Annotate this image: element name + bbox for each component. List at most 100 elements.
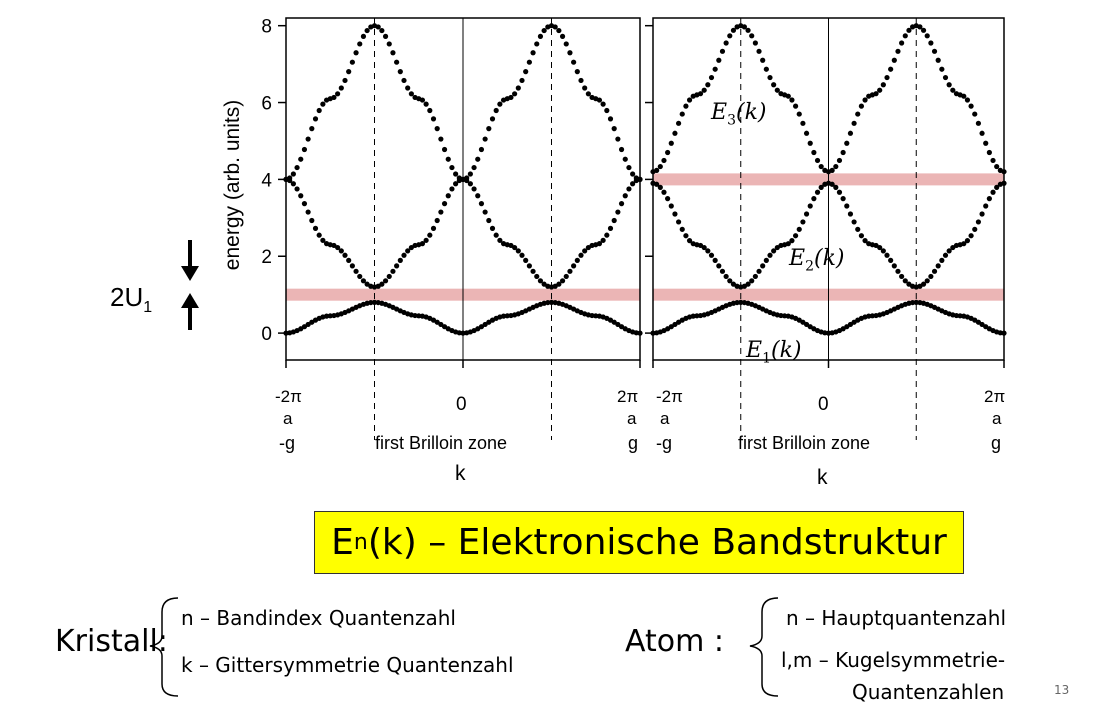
band-2-point xyxy=(530,268,536,274)
band-2-point xyxy=(675,219,682,225)
band-2-point xyxy=(975,219,982,225)
band-3-point xyxy=(891,57,897,63)
band-3-point xyxy=(906,27,912,33)
band-2-point xyxy=(990,189,996,195)
band-2-point xyxy=(972,226,978,232)
band-3-point xyxy=(493,107,499,114)
band-2-point xyxy=(386,273,392,280)
band-3-point xyxy=(1001,169,1007,175)
band-3-point xyxy=(571,59,577,65)
band-2-point xyxy=(305,209,311,215)
band-3-point xyxy=(727,33,733,39)
left-xtick-neg-top: -2π xyxy=(275,387,302,406)
band-3-point xyxy=(298,156,304,162)
right-xlabel: k xyxy=(817,466,828,489)
band-2-point xyxy=(760,263,766,269)
band-2-point xyxy=(449,186,455,192)
band-2-point xyxy=(994,184,1000,190)
band-2-point xyxy=(833,184,839,190)
band-3-point xyxy=(512,91,518,97)
band-2-point xyxy=(763,257,769,263)
band-3-point xyxy=(771,82,777,88)
band-3-point xyxy=(979,130,985,136)
band-3-point xyxy=(574,69,580,75)
band-2-point xyxy=(829,181,835,187)
band-2-point xyxy=(701,244,707,251)
band-2-point xyxy=(723,273,729,280)
band-3-point xyxy=(294,164,300,171)
band-3-point xyxy=(665,149,671,156)
band-2-point xyxy=(338,248,344,254)
band-2-point xyxy=(683,233,689,239)
kristall-label: Kristall: xyxy=(55,624,168,659)
band-2-point xyxy=(390,268,396,274)
band-2-point xyxy=(931,268,938,274)
right-xtick-neg-bottom: a xyxy=(660,409,670,428)
band-2-point xyxy=(1001,180,1007,186)
band-3-point xyxy=(611,126,617,132)
band-3-point xyxy=(508,94,514,101)
band-3-point xyxy=(449,164,455,171)
band-2-point xyxy=(419,241,426,247)
band-2-point xyxy=(489,225,496,231)
band-3-point xyxy=(851,120,857,126)
band-3-point xyxy=(895,48,901,54)
right-xtick-neg-top: -2π xyxy=(656,387,683,406)
band-3-point xyxy=(712,66,718,72)
band-2-point xyxy=(716,263,722,269)
band-2-point xyxy=(596,241,603,247)
band-1-point xyxy=(548,299,555,305)
band-3-point xyxy=(877,87,883,93)
band-3-point xyxy=(475,156,481,162)
band-3-point xyxy=(668,140,674,146)
band-3-point xyxy=(471,164,477,171)
band-2-point xyxy=(309,217,315,224)
band-3-point xyxy=(924,33,930,39)
band-3-point xyxy=(423,101,429,107)
band-2-point xyxy=(686,238,693,244)
band-3-point xyxy=(526,59,532,65)
band-3-point xyxy=(935,57,941,63)
band-2-point xyxy=(785,241,791,247)
band-3-point xyxy=(615,136,621,142)
band-2-point xyxy=(818,184,824,190)
band-2-point xyxy=(807,203,813,209)
band-3-point xyxy=(519,77,525,84)
band-2-point xyxy=(427,232,433,238)
band-2-point xyxy=(349,263,355,269)
band-2-point xyxy=(360,278,367,284)
band-3-point xyxy=(855,111,861,117)
band-2-point xyxy=(920,281,927,287)
band-2-point xyxy=(803,211,810,217)
y-axis-label: energy (arb. units) xyxy=(221,99,244,271)
band-2-point xyxy=(574,257,580,263)
band-2-point xyxy=(705,248,711,254)
band-3-point xyxy=(427,107,433,114)
band-3-point xyxy=(618,146,625,153)
band-3-point xyxy=(719,48,726,54)
band-3-point xyxy=(961,93,967,99)
band-3-point xyxy=(756,48,762,54)
band-2-point xyxy=(497,237,503,243)
left-xtick-neg-g: -g xyxy=(279,433,296,453)
band-2-point xyxy=(357,273,363,280)
band-3-point xyxy=(523,69,529,75)
band-2-point xyxy=(493,232,499,238)
band-3-point xyxy=(789,97,795,103)
left-xtick-pos-top: 2π xyxy=(617,387,639,406)
band-2-point xyxy=(749,278,755,284)
band-3-point xyxy=(563,41,569,47)
band-3-point xyxy=(836,157,843,164)
band-3-point xyxy=(792,103,799,109)
band-3-point xyxy=(829,167,835,173)
band-3-point xyxy=(320,101,326,107)
band-3-point xyxy=(353,50,359,56)
band-2-point xyxy=(855,226,861,232)
band-2-point xyxy=(814,189,821,195)
band-2-point xyxy=(939,257,945,263)
band-2-point xyxy=(611,217,617,224)
right-xtick-pos-bottom: a xyxy=(992,409,1002,428)
band-2-point xyxy=(482,209,488,215)
right-zone-label: first Brilloin zone xyxy=(738,433,871,453)
band-3-point xyxy=(774,87,780,93)
